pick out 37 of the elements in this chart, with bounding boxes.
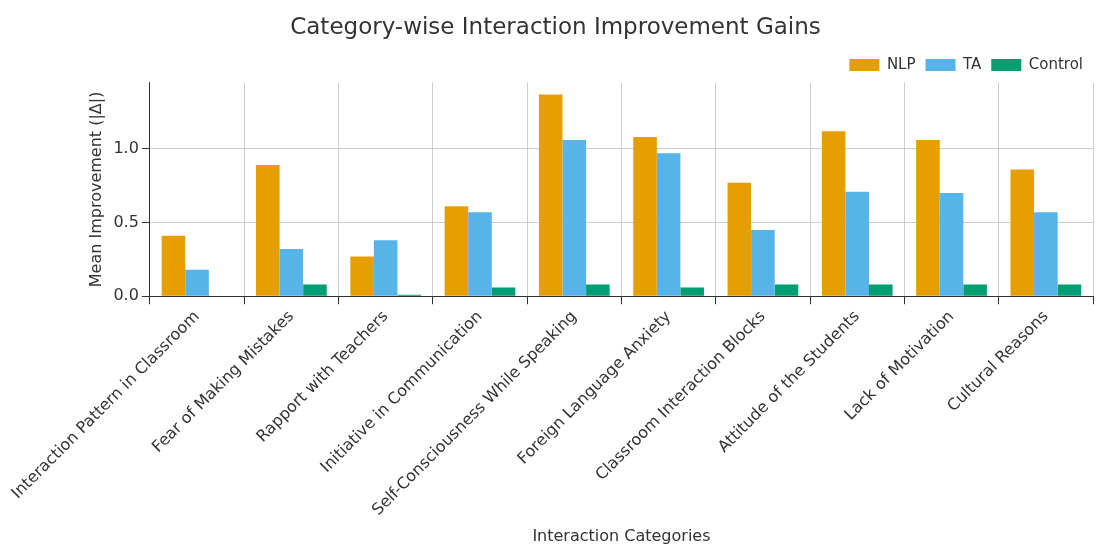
- bar: [821, 131, 846, 296]
- bar: [303, 284, 327, 296]
- legend-label: Control: [1028, 54, 1084, 73]
- bar: [468, 212, 492, 296]
- legend-label: TA: [962, 54, 983, 73]
- bar: [279, 249, 304, 296]
- bar: [869, 284, 893, 296]
- bar: [538, 94, 563, 296]
- bar: [1034, 212, 1058, 296]
- bar: [680, 287, 704, 296]
- y-tick-label: 1.0: [113, 138, 139, 158]
- y-tick-label: 0.5: [113, 211, 139, 231]
- bar: [586, 284, 610, 296]
- bar: [161, 235, 186, 296]
- y-tick-label: 0.0: [113, 285, 139, 305]
- bar: [373, 240, 398, 296]
- bar: [774, 284, 799, 296]
- x-axis-title: Interaction Categories: [532, 525, 711, 545]
- bar: [633, 137, 657, 296]
- bar: [939, 193, 964, 296]
- bar: [1057, 284, 1082, 296]
- bar: [350, 256, 374, 296]
- bar: [444, 206, 469, 296]
- bar: [255, 165, 280, 296]
- bar: [1010, 169, 1035, 296]
- legend-label: NLP: [886, 54, 916, 73]
- bar: [491, 287, 516, 296]
- chart-title: Category-wise Interaction Improvement Gains: [290, 12, 821, 39]
- bar: [562, 140, 587, 296]
- bar: [751, 229, 775, 296]
- bar: [727, 182, 752, 296]
- bar: [656, 153, 681, 296]
- bar: [845, 191, 870, 296]
- bar: [963, 284, 987, 296]
- bar: [916, 140, 940, 296]
- bar: [185, 269, 209, 296]
- y-axis-title: Mean Improvement (|Δ|): [86, 91, 106, 288]
